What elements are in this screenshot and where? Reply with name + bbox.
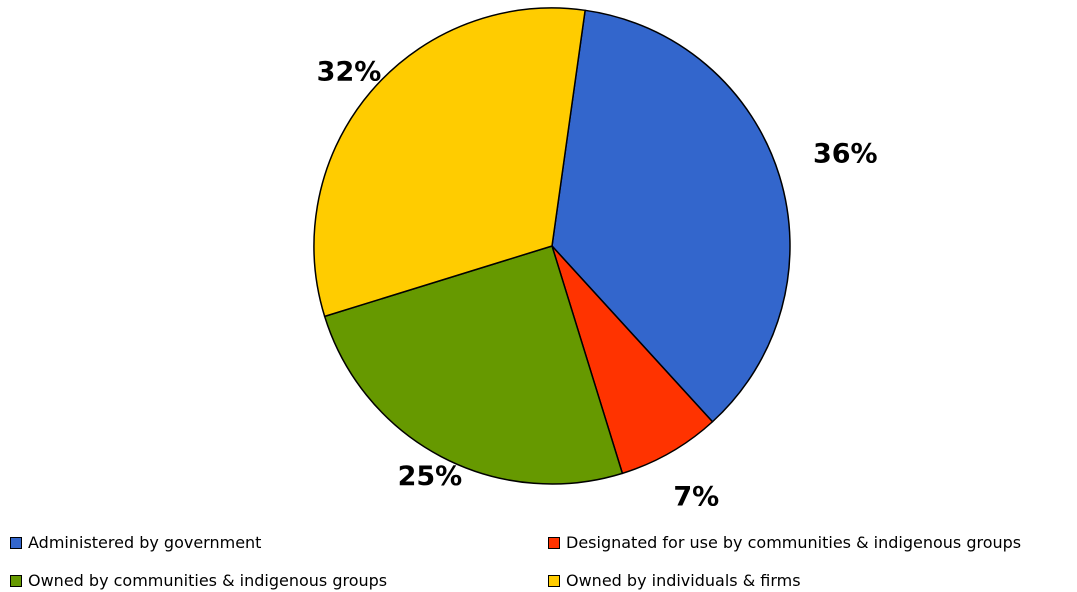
pie-label-green: 25% [398,461,463,492]
legend-item-owned-by-individuals: Owned by individuals & firms [548,571,801,590]
pie-label-red: 7% [673,481,719,512]
legend-item-owned-by-communities: Owned by communities & indigenous groups [10,571,387,590]
legend-swatch-blue [10,537,22,549]
legend-swatch-red [548,537,560,549]
legend-swatch-yellow [548,575,560,587]
legend-label: Administered by government [28,533,261,552]
legend-item-administered-by-government: Administered by government [10,533,261,552]
legend-label: Designated for use by communities & indi… [566,533,1021,552]
pie-label-blue: 36% [813,139,878,170]
pie-label-yellow: 32% [317,57,382,88]
legend-item-designated-for-use: Designated for use by communities & indi… [548,533,1021,552]
pie-slices [314,8,790,484]
pie-chart-svg: 36% 7% 25% 32% [0,0,1077,525]
legend-swatch-green [10,575,22,587]
legend-label: Owned by individuals & firms [566,571,801,590]
legend-label: Owned by communities & indigenous groups [28,571,387,590]
